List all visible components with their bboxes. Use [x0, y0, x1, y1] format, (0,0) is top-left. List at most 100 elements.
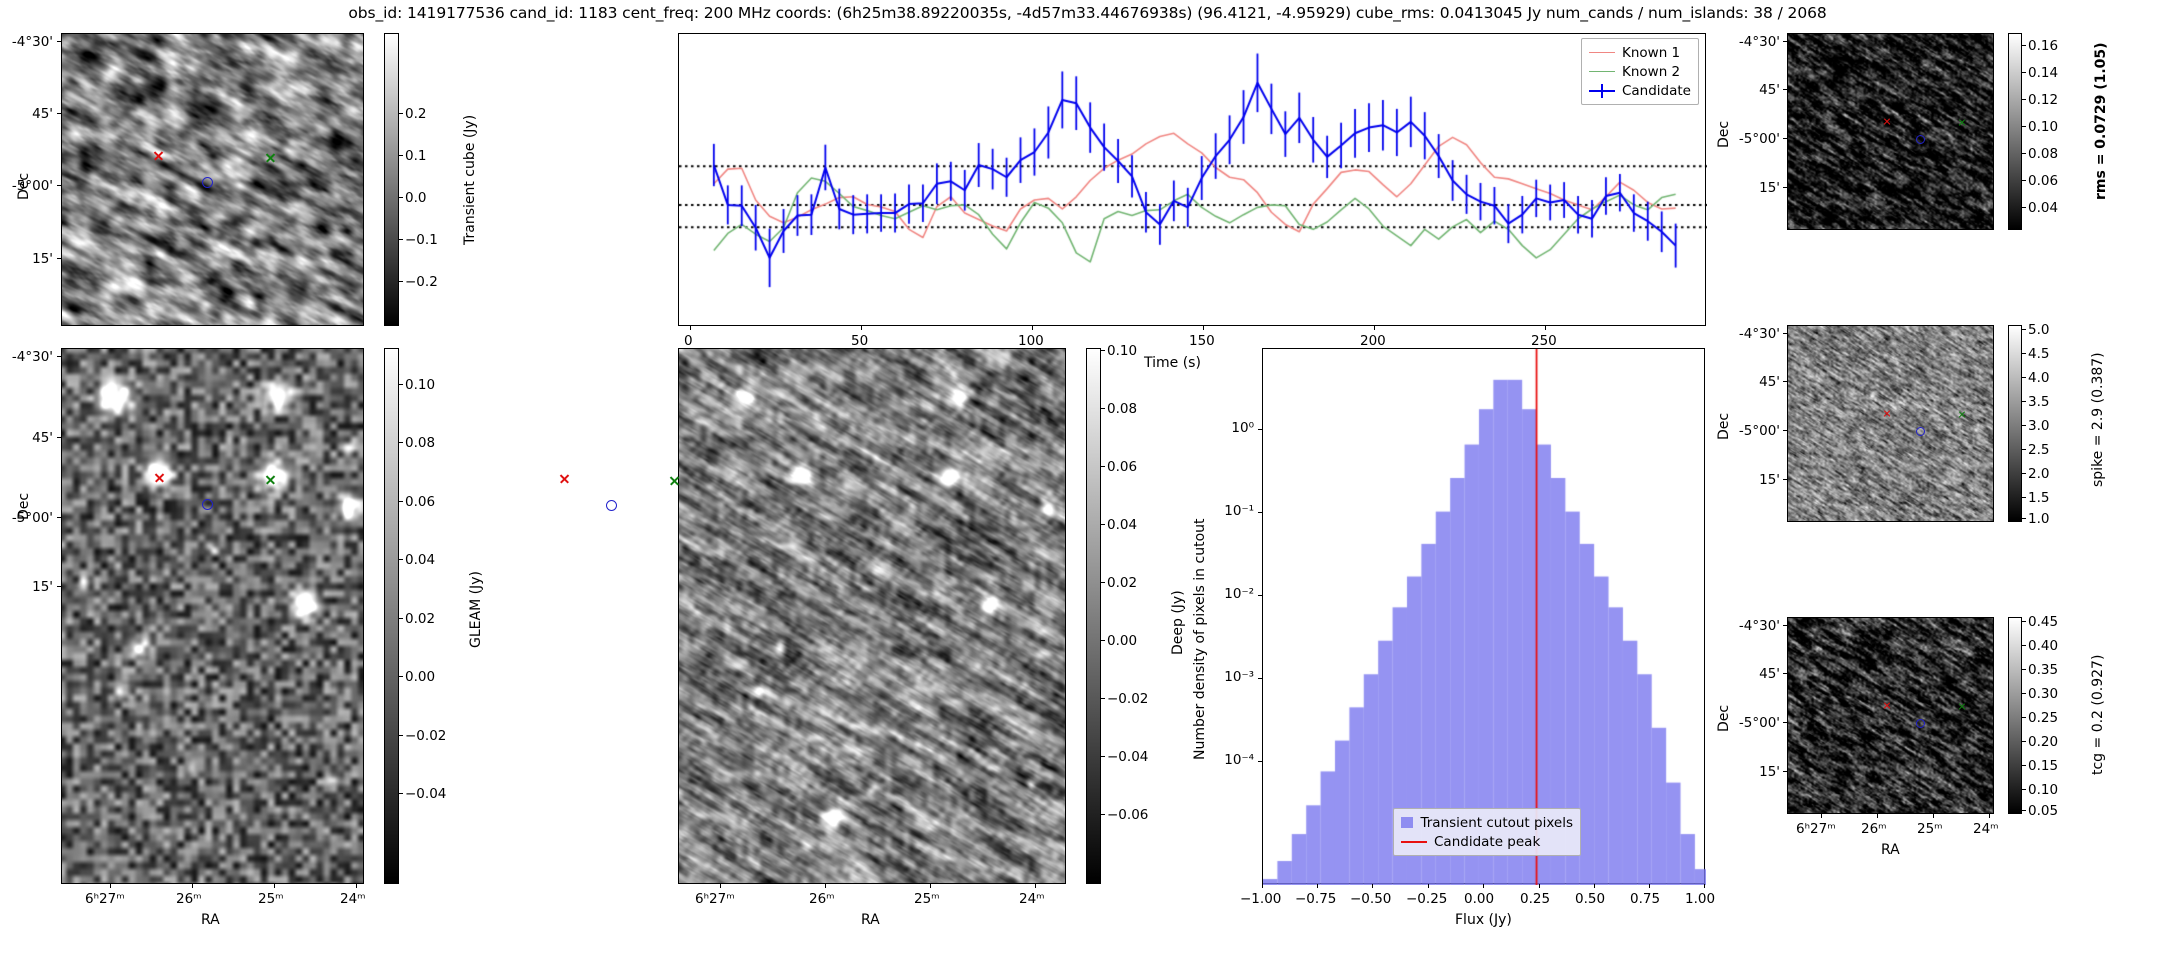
histogram-yaxis-label: Number density of pixels in cutout	[1192, 518, 1208, 761]
dec-tick-label: 15'	[1759, 764, 1780, 780]
colorbar-tick-label: 0.06	[1107, 459, 1138, 475]
colorbar-tick-label: 0.25	[2028, 710, 2059, 726]
figure-suptitle: obs_id: 1419177536 cand_id: 1183 cent_fr…	[348, 4, 1827, 22]
legend-swatch-candidate	[1589, 83, 1615, 98]
legend-item-known1: Known 1	[1589, 43, 1691, 62]
rms-image[interactable]	[1787, 33, 1994, 230]
legend-swatch-known2	[1589, 71, 1615, 72]
colorbar-tick-label: 0.10	[1107, 343, 1138, 359]
legend-label-known2: Known 2	[1622, 63, 1681, 80]
ra-tick-label: 24ᵐ	[340, 891, 366, 907]
ra-axis-label: RA	[861, 912, 880, 928]
lightcurve-xaxis-label: Time (s)	[1144, 355, 1201, 371]
histogram-ytick-label: 10⁻¹	[1224, 503, 1254, 519]
colorbar-tick-label: −0.06	[1107, 807, 1149, 823]
colorbar-tick-label: 0.0	[405, 190, 427, 206]
histogram-xtick-label: 0.75	[1630, 891, 1661, 907]
histogram-ytick-label: 10⁻²	[1224, 586, 1254, 602]
deep-marker-candidate	[606, 500, 617, 511]
lightcurve-xtick-label: 50	[851, 333, 869, 349]
ra-tick-label: 26ᵐ	[809, 891, 835, 907]
histogram-xtick-label: 0.25	[1520, 891, 1551, 907]
dec-tick-label: 15'	[1759, 472, 1780, 488]
colorbar-tick-label: −0.2	[405, 274, 438, 290]
ra-tick-label: 25ᵐ	[258, 891, 284, 907]
colorbar-tick-label: −0.04	[1107, 749, 1149, 765]
spike-marker-candidate	[1916, 427, 1925, 436]
legend-item-candidate: Candidate	[1589, 81, 1691, 100]
transient-cube-marker-candidate	[202, 177, 213, 188]
lightcurve-axes[interactable]	[678, 33, 1707, 327]
colorbar-tick-label: 0.04	[2028, 200, 2059, 216]
spike-colorbar	[2008, 325, 2022, 522]
histogram-xtick-label: 0.50	[1575, 891, 1606, 907]
histogram-xaxis-label: Flux (Jy)	[1455, 912, 1512, 928]
legend-swatch-candidate-peak	[1401, 840, 1427, 843]
legend-item-cutout-pixels: Transient cutout pixels	[1401, 813, 1573, 832]
colorbar-tick-label: 0.06	[2028, 173, 2059, 189]
colorbar-tick-label: 0.35	[2028, 662, 2059, 678]
colorbar-tick-label: 0.2	[405, 106, 427, 122]
transient-cube-colorbar-label: Transient cube (Jy)	[462, 114, 478, 245]
colorbar-tick-label: 5.0	[2028, 322, 2050, 338]
colorbar-tick-label: 1.5	[2028, 490, 2050, 506]
colorbar-tick-label: 4.5	[2028, 346, 2050, 362]
dec-tick-label: 45'	[32, 430, 53, 446]
colorbar-tick-label: 0.00	[405, 669, 436, 685]
colorbar-tick-label: 0.12	[2028, 92, 2059, 108]
spike-colorbar-label: spike = 2.9 (0.387)	[2090, 352, 2106, 487]
dec-axis-label: Dec	[16, 492, 32, 520]
lightcurve-xtick-label: 250	[1531, 333, 1557, 349]
colorbar-tick-label: 0.04	[1107, 517, 1138, 533]
colorbar-tick-label: −0.02	[1107, 691, 1149, 707]
tcg-image[interactable]	[1787, 617, 1994, 814]
rms-marker-candidate	[1916, 135, 1925, 144]
colorbar-tick-label: 0.10	[405, 377, 436, 393]
colorbar-tick-label: −0.1	[405, 232, 438, 248]
histogram-ytick-label: 10⁻³	[1224, 669, 1254, 685]
gleam-colorbar-label: GLEAM (Jy)	[468, 571, 484, 648]
flux-histogram-axes[interactable]	[1262, 348, 1706, 885]
dec-tick-label: 45'	[32, 106, 53, 122]
transient-cube-colorbar	[384, 33, 399, 326]
ra-tick-label: 25ᵐ	[914, 891, 940, 907]
ra-axis-label: RA	[201, 912, 220, 928]
lightcurve-xtick-label: 200	[1360, 333, 1386, 349]
dec-axis-label: Dec	[1716, 412, 1732, 440]
dec-tick-label: 15'	[32, 251, 53, 267]
gleam-image[interactable]	[61, 348, 364, 884]
legend-swatch-cutout-pixels	[1401, 817, 1414, 828]
deep-image[interactable]	[678, 348, 1066, 884]
dec-tick-label: -4°30'	[1738, 34, 1780, 50]
colorbar-tick-label: 0.08	[405, 435, 436, 451]
colorbar-tick-label: 0.02	[405, 611, 436, 627]
dec-tick-label: 45'	[1759, 374, 1780, 390]
dec-tick-label: -4°30'	[11, 34, 53, 50]
tcg-marker-candidate	[1916, 719, 1925, 728]
rms-colorbar-label: rms = 0.0729 (1.05)	[2093, 42, 2109, 200]
dec-tick-label: 15'	[32, 579, 53, 595]
ra-tick-label: 25ᵐ	[1917, 821, 1943, 837]
colorbar-tick-label: 0.16	[2028, 38, 2059, 54]
dec-tick-label: -4°30'	[1738, 618, 1780, 634]
dec-tick-label: -5°00'	[11, 510, 53, 526]
colorbar-tick-label: 4.0	[2028, 370, 2050, 386]
spike-image[interactable]	[1787, 325, 1994, 522]
colorbar-tick-label: 0.10	[2028, 119, 2059, 135]
dec-tick-label: -4°30'	[11, 349, 53, 365]
lightcurve-xtick-label: 150	[1189, 333, 1215, 349]
ra-tick-label: 26ᵐ	[176, 891, 202, 907]
dec-tick-label: 15'	[1759, 180, 1780, 196]
ra-axis-label: RA	[1881, 842, 1900, 858]
histogram-legend: Transient cutout pixels Candidate peak	[1393, 808, 1581, 856]
histogram-xtick-label: 1.00	[1685, 891, 1716, 907]
colorbar-tick-label: 0.04	[405, 552, 436, 568]
colorbar-tick-label: 2.0	[2028, 466, 2050, 482]
lightcurve-xtick-label: 100	[1018, 333, 1044, 349]
colorbar-tick-label: 3.0	[2028, 418, 2050, 434]
dec-tick-label: -5°00'	[1738, 423, 1780, 439]
colorbar-tick-label: 0.15	[2028, 758, 2059, 774]
dec-tick-label: -4°30'	[1738, 326, 1780, 342]
tcg-colorbar-label: tcg = 0.2 (0.927)	[2090, 654, 2106, 775]
colorbar-tick-label: 0.30	[2028, 686, 2059, 702]
